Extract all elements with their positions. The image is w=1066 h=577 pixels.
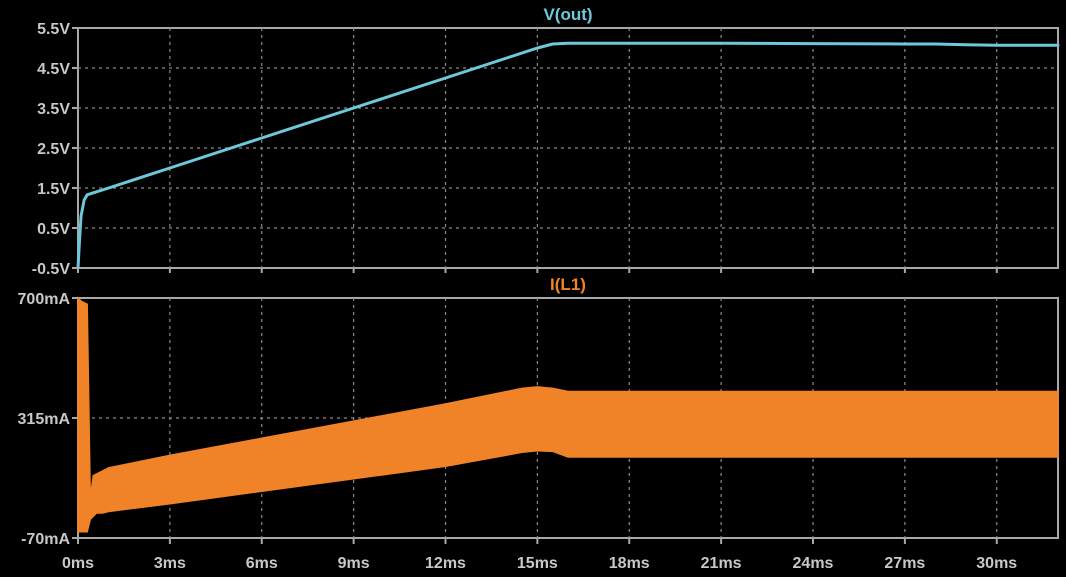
- y-tick-label: 315mA: [18, 411, 71, 428]
- y-tick-label: 5.5V: [37, 21, 70, 38]
- voltage-grid: [78, 28, 1058, 268]
- y-tick-label: -0.5V: [32, 261, 71, 278]
- y-tick-label: 0.5V: [37, 221, 70, 238]
- x-tick-label: 27ms: [884, 555, 925, 572]
- y-tick-label: 700mA: [18, 291, 71, 308]
- x-tick-label: 6ms: [246, 555, 278, 572]
- voltage-y-tick-labels: 5.5V 4.5V 3.5V 2.5V 1.5V 0.5V -0.5V: [32, 21, 78, 278]
- x-tick-label: 15ms: [517, 555, 558, 572]
- series-envelope: [77, 296, 1059, 533]
- x-tick-label: 24ms: [793, 555, 834, 572]
- voltage-pane: 5.5V 4.5V 3.5V 2.5V 1.5V 0.5V -0.5V V(out): [32, 5, 1060, 278]
- voltage-trace-title: V(out): [543, 5, 592, 24]
- current-y-tick-labels: 700mA 315mA -70mA: [18, 291, 78, 548]
- current-pane: 700mA 315mA -70mA I(L1): [18, 275, 1059, 548]
- time-axis-tick-labels: 0ms 3ms 6ms 9ms 12ms 15ms 18ms 21ms 24ms 27ms 30ms: [62, 268, 1017, 572]
- y-tick-label: 3.5V: [37, 101, 70, 118]
- x-tick-label: 12ms: [425, 555, 466, 572]
- y-tick-label: 1.5V: [37, 181, 70, 198]
- x-tick-label: 30ms: [976, 555, 1017, 572]
- x-tick-label: 18ms: [609, 555, 650, 572]
- x-tick-label: 3ms: [154, 555, 186, 572]
- x-tick-label: 21ms: [701, 555, 742, 572]
- x-tick-label: 9ms: [338, 555, 370, 572]
- y-tick-label: 4.5V: [37, 61, 70, 78]
- y-tick-label: 2.5V: [37, 141, 70, 158]
- current-trace-title: I(L1): [550, 275, 586, 294]
- x-tick-label: 0ms: [62, 555, 94, 572]
- current-trace: [77, 296, 1059, 533]
- voltage-trace: [76, 41, 1060, 270]
- series-line: [76, 41, 1060, 270]
- y-tick-label: -70mA: [21, 531, 70, 548]
